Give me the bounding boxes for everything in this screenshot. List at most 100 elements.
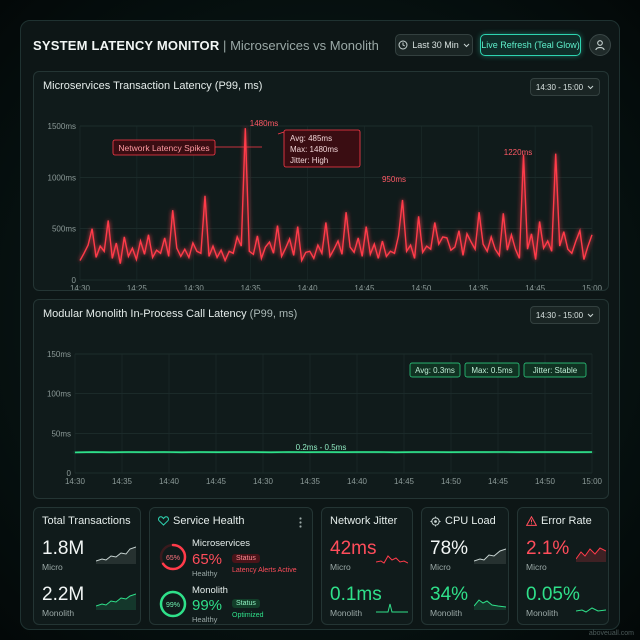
cpu-mono-value: 34% — [430, 584, 469, 605]
error-rate-title: Error Rate — [541, 515, 592, 527]
transactions-micro-sparkline — [96, 546, 136, 564]
more-vertical-icon[interactable] — [299, 517, 302, 528]
mono-x-tick-label: 14:40 — [159, 477, 180, 486]
error-rate-title-row: Error Rate — [526, 515, 592, 527]
cpu-load-title-row: CPU Load — [430, 515, 496, 527]
jitter-micro-value: 42ms — [330, 538, 377, 559]
mono-stat-avg: Avg: 0.3ms — [415, 366, 455, 375]
jitter-micro-sparkline — [376, 555, 408, 564]
micro-stat-avg: Avg: 485ms — [290, 134, 332, 143]
microservices-gauge-label: 65% — [166, 555, 180, 562]
mono-x-tick-label: 14:50 — [441, 477, 462, 486]
micro-x-tick-label: 14:50 — [411, 284, 432, 290]
health-micro-note: Latency Alerts Active — [232, 567, 297, 574]
peak-label-1220: 1220ms — [504, 148, 532, 157]
errors-micro-value: 2.1% — [526, 538, 570, 559]
service-health-card: Service Health 65% Microservices 65% Hea… — [149, 507, 313, 625]
total-transactions-title: Total Transactions — [42, 515, 131, 527]
microservices-stats-box: Avg: 485ms Max: 1480ms Jitter: High — [277, 129, 361, 168]
mono-y-tick-label: 100ms — [47, 390, 71, 399]
title-separator: | — [223, 38, 227, 53]
peak-label-1480: 1480ms — [250, 119, 278, 128]
micro-x-tick-label: 14:35 — [468, 284, 489, 290]
mono-x-tick-label: 14:45 — [488, 477, 509, 486]
micro-y-tick-label: 1500ms — [48, 122, 76, 131]
network-jitter-title: Network Jitter — [330, 515, 398, 527]
health-mono-pct: 99% — [192, 597, 223, 614]
monolith-latency-panel: Modular Monolith In-Process Call Latency… — [33, 299, 609, 499]
jitter-mono-label: Monolith — [330, 608, 363, 618]
total-transactions-card: Total Transactions 1.8M Micro 2.2M Monol… — [33, 507, 141, 625]
service-health-title-row: Service Health — [158, 515, 245, 527]
time-range-label: Last 30 Min — [412, 40, 459, 50]
mono-stat-jitter: Jitter: Stable — [533, 366, 578, 375]
microservices-latency-panel: Microservices Transaction Latency (P99, … — [33, 71, 609, 291]
kpi-cards: Total Transactions 1.8M Micro 2.2M Monol… — [33, 507, 609, 625]
transactions-micro-value: 1.8M — [42, 538, 85, 559]
cpu-mono-sparkline — [474, 599, 506, 610]
health-mono-status-badge: Status — [232, 599, 260, 608]
micro-y-tick-label: 500ms — [52, 225, 76, 234]
chevron-down-icon — [587, 85, 594, 89]
microservices-range-label: 14:30 - 15:00 — [535, 82, 584, 92]
monolith-health-gauge: 99% — [159, 590, 187, 618]
cpu-micro-sparkline — [474, 548, 506, 564]
health-mono-health: Healthy — [192, 615, 218, 624]
transactions-mono-label: Monolith — [42, 608, 75, 618]
health-micro-status-badge: Status — [232, 554, 260, 563]
micro-x-tick-label: 14:30 — [184, 284, 205, 290]
micro-x-tick-label: 14:45 — [525, 284, 546, 290]
time-range-dropdown[interactable]: Last 30 Min — [395, 34, 473, 56]
micro-x-tick-label: 15:00 — [582, 284, 603, 290]
health-micro-pct: 65% — [192, 551, 223, 568]
health-micro-name: Microservices — [192, 538, 251, 549]
cpu-load-card: CPU Load 78% Micro 34% Monolith — [421, 507, 509, 625]
mono-y-tick-label: 0 — [67, 469, 72, 478]
warning-icon — [526, 516, 537, 526]
micro-stat-max: Max: 1480ms — [290, 145, 338, 154]
monolith-range-annotation: 0.2ms - 0.5ms — [296, 443, 347, 452]
jitter-micro-label: Micro — [330, 562, 351, 572]
cpu-micro-label: Micro — [430, 562, 451, 572]
errors-mono-label: Monolith — [526, 608, 559, 618]
spike-annotation-label: Network Latency Spikes — [118, 143, 209, 153]
monolith-range-label: 14:30 - 15:00 — [535, 310, 584, 320]
cpu-icon — [430, 515, 441, 527]
monolith-range-dropdown[interactable]: 14:30 - 15:00 — [530, 306, 600, 324]
mono-x-tick-label: 14:35 — [300, 477, 321, 486]
microservices-line-chart: 1500ms 1000ms 500ms 0 14:30 14:25 14:30 14:35 1… — [48, 119, 603, 290]
mono-x-tick-label: 14:30 — [65, 477, 86, 486]
mono-y-tick-label: 150ms — [47, 350, 71, 359]
monolith-chart-title-main: Modular Monolith In-Process Call Latency — [43, 308, 247, 320]
network-jitter-card: Network Jitter 42ms Micro 0.1ms Monolith — [321, 507, 413, 625]
mono-stat-max: Max: 0.5ms — [471, 366, 512, 375]
microservices-chart-title: Microservices Transaction Latency (P99, … — [43, 80, 263, 92]
dashboard-window: SYSTEM LATENCY MONITOR | Microservices v… — [20, 20, 620, 630]
chevron-down-icon — [463, 43, 470, 47]
cpu-mono-label: Monolith — [430, 608, 463, 618]
mono-y-tick-label: 50ms — [51, 429, 71, 438]
live-refresh-label: Live Refresh (Teal Glow) — [481, 40, 580, 50]
health-mono-name: Monolith — [192, 585, 228, 596]
service-health-title: Service Health — [173, 515, 245, 527]
page-title: SYSTEM LATENCY MONITOR | Microservices v… — [33, 38, 379, 53]
mono-x-tick-label: 14:45 — [206, 477, 227, 486]
microservices-range-dropdown[interactable]: 14:30 - 15:00 — [530, 78, 600, 96]
peak-label-950: 950ms — [382, 175, 406, 184]
microservices-health-gauge-arc — [159, 543, 187, 571]
mono-x-tick-label: 14:50 — [535, 477, 556, 486]
watermark: aboveuall.com — [588, 630, 634, 637]
monolith-chart-title-suffix: (P99, ms) — [249, 308, 298, 320]
heart-pulse-icon — [158, 516, 169, 526]
microservices-series-line — [79, 128, 593, 264]
errors-mono-sparkline — [576, 607, 606, 613]
spike-annotation: Network Latency Spikes — [112, 139, 262, 156]
error-rate-card: Error Rate 2.1% Micro 0.05% Monolith — [517, 507, 609, 625]
micro-y-tick-label: 0 — [72, 276, 77, 285]
micro-x-tick-label: 14:25 — [127, 284, 148, 290]
live-refresh-button[interactable]: Live Refresh (Teal Glow) — [480, 34, 581, 56]
errors-micro-label: Micro — [526, 562, 547, 572]
user-avatar[interactable] — [589, 34, 611, 56]
transactions-micro-label: Micro — [42, 562, 63, 572]
jitter-mono-value: 0.1ms — [330, 584, 382, 605]
